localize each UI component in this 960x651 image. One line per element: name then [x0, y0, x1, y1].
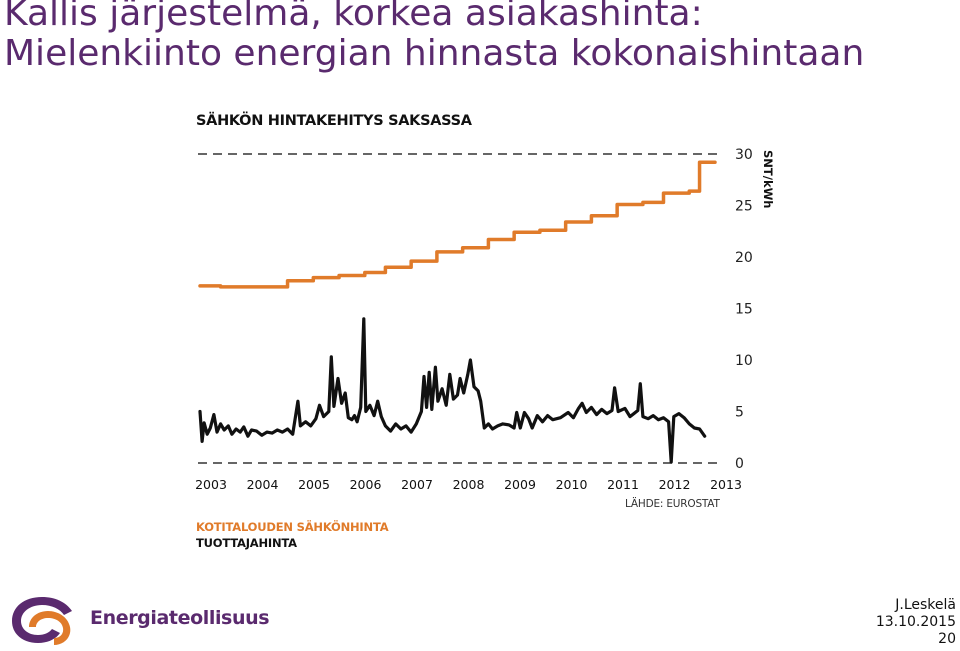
- y-axis-label: SNT/kWh: [761, 150, 775, 208]
- x-tick-label: 2009: [504, 477, 536, 492]
- x-tick-label: 2008: [453, 477, 485, 492]
- y-tick-label: 25: [735, 199, 753, 215]
- series-household-price-line: [198, 160, 717, 289]
- x-tick-label: 2012: [659, 477, 691, 492]
- x-tick-label: 2004: [247, 477, 279, 492]
- slide-title-line1: Kallis järjestelmä, korkea asiakashinta:: [4, 0, 703, 34]
- y-tick-label: 5: [735, 405, 744, 421]
- legend-household-price: KOTITALOUDEN SÄHKÖNHINTA: [196, 520, 389, 534]
- energiateollisuus-logo-icon: [12, 597, 72, 645]
- grid-lines: [198, 153, 722, 464]
- date: 13.10.2015: [875, 614, 956, 630]
- x-tick-label: 2003: [195, 477, 227, 492]
- x-tick-label: 2006: [350, 477, 382, 492]
- y-tick-label: 30: [735, 147, 753, 163]
- x-tick-label: 2011: [607, 477, 639, 492]
- y-tick-label: 0: [735, 456, 744, 472]
- x-tick-labels: 2003 2004 2005 2006 2007 2008 2009 2010 2011 2012…: [195, 477, 742, 492]
- x-tick-label: 2005: [298, 477, 330, 492]
- legend: KOTITALOUDEN SÄHKÖNHINTA TUOTTAJAHINTA: [196, 519, 389, 551]
- author: J.Leskelä: [895, 597, 956, 613]
- y-tick-label: 20: [735, 250, 753, 266]
- y-tick-labels: 0 5 10 15 20 25 30: [735, 147, 753, 472]
- slide-title-line2: Mielenkiinto energian hinnasta kokonaish…: [4, 33, 865, 74]
- footer-info: J.Leskelä 13.10.2015 20: [876, 597, 956, 648]
- x-tick-label: 2013: [710, 477, 742, 492]
- legend-producer-price: TUOTTAJAHINTA: [196, 536, 297, 550]
- x-tick-label: 2010: [556, 477, 588, 492]
- chart-title: SÄHKÖN HINTAKEHITYS SAKSASSA: [196, 113, 472, 129]
- source-label: LÄHDE: EUROSTAT: [625, 498, 720, 510]
- page-number: 20: [938, 631, 956, 647]
- x-tick-label: 2007: [401, 477, 433, 492]
- series-lines: [198, 160, 717, 464]
- y-tick-label: 15: [735, 302, 753, 318]
- slide-title: Kallis järjestelmä, korkea asiakashinta:…: [4, 0, 864, 74]
- series-producer-price-line: [198, 317, 707, 464]
- y-tick-label: 10: [735, 353, 753, 369]
- logo-text: Energiateollisuus: [90, 607, 270, 629]
